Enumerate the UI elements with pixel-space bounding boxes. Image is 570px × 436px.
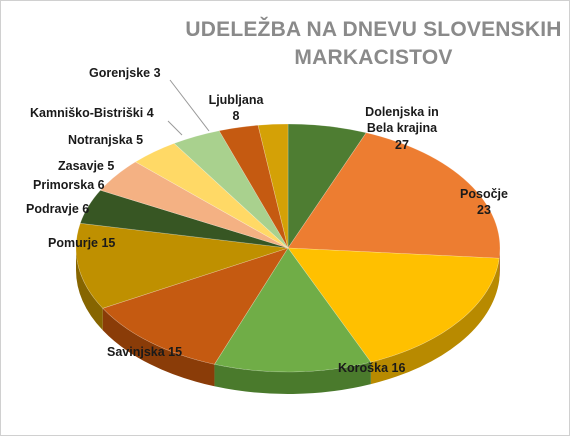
data-label-0-line-0: Ljubljana — [209, 93, 265, 107]
slice-6 — [79, 189, 289, 249]
slice-2 — [287, 247, 500, 363]
chart-title-line1: UDELEŽBA NA DNEVU SLOVENSKIH — [185, 18, 562, 41]
data-label-4: Savinjska 15 — [107, 345, 182, 359]
data-value-2: 23 — [477, 203, 491, 217]
slice-0 — [287, 123, 367, 249]
slice-11 — [257, 123, 289, 249]
pie-sides — [76, 248, 500, 394]
slice-side-2 — [370, 258, 500, 385]
data-label-10: Kamniško-Bistriški 4 — [30, 106, 154, 120]
data-label-11: Gorenjske 3 — [89, 66, 161, 80]
chart-title-line2: MARKACISTOV — [294, 46, 453, 69]
pie-labels: Ljubljana 8 Dolenjska in Bela krajina 27 Poso… — [26, 66, 508, 375]
data-label-7: Primorska 6 — [33, 178, 105, 192]
data-label-3: Koroška 16 — [338, 361, 405, 375]
data-label-5: Pomurje 15 — [48, 236, 115, 250]
chart-title: UDELEŽBA NA DNEVU SLOVENSKIH MARKACISTOV — [176, 16, 570, 72]
slice-3 — [213, 247, 372, 373]
slice-9 — [173, 130, 289, 249]
slice-10 — [218, 124, 289, 249]
data-label-1-line-1: Bela krajina — [367, 121, 438, 135]
leader-line-10 — [167, 120, 183, 136]
data-label-2-line-0: Posočje — [460, 187, 508, 201]
slice-side-5 — [76, 248, 103, 331]
leader-line-11 — [169, 79, 210, 132]
slice-5 — [75, 222, 289, 309]
slice-1 — [287, 132, 501, 259]
data-value-1: 27 — [395, 138, 409, 152]
slice-8 — [134, 143, 289, 249]
data-value-0: 8 — [233, 109, 240, 123]
data-label-1-line-0: Dolenjska in — [365, 105, 439, 119]
slice-7 — [99, 161, 289, 249]
slice-4 — [102, 247, 289, 365]
data-label-8: Zasavje 5 — [58, 159, 114, 173]
pie-slices — [75, 123, 501, 373]
slice-side-4 — [102, 308, 215, 387]
data-label-6: Podravje 6 — [26, 202, 89, 216]
data-label-9: Notranjska 5 — [68, 133, 143, 147]
slice-side-3 — [214, 362, 371, 394]
slice-side-1 — [499, 248, 500, 281]
